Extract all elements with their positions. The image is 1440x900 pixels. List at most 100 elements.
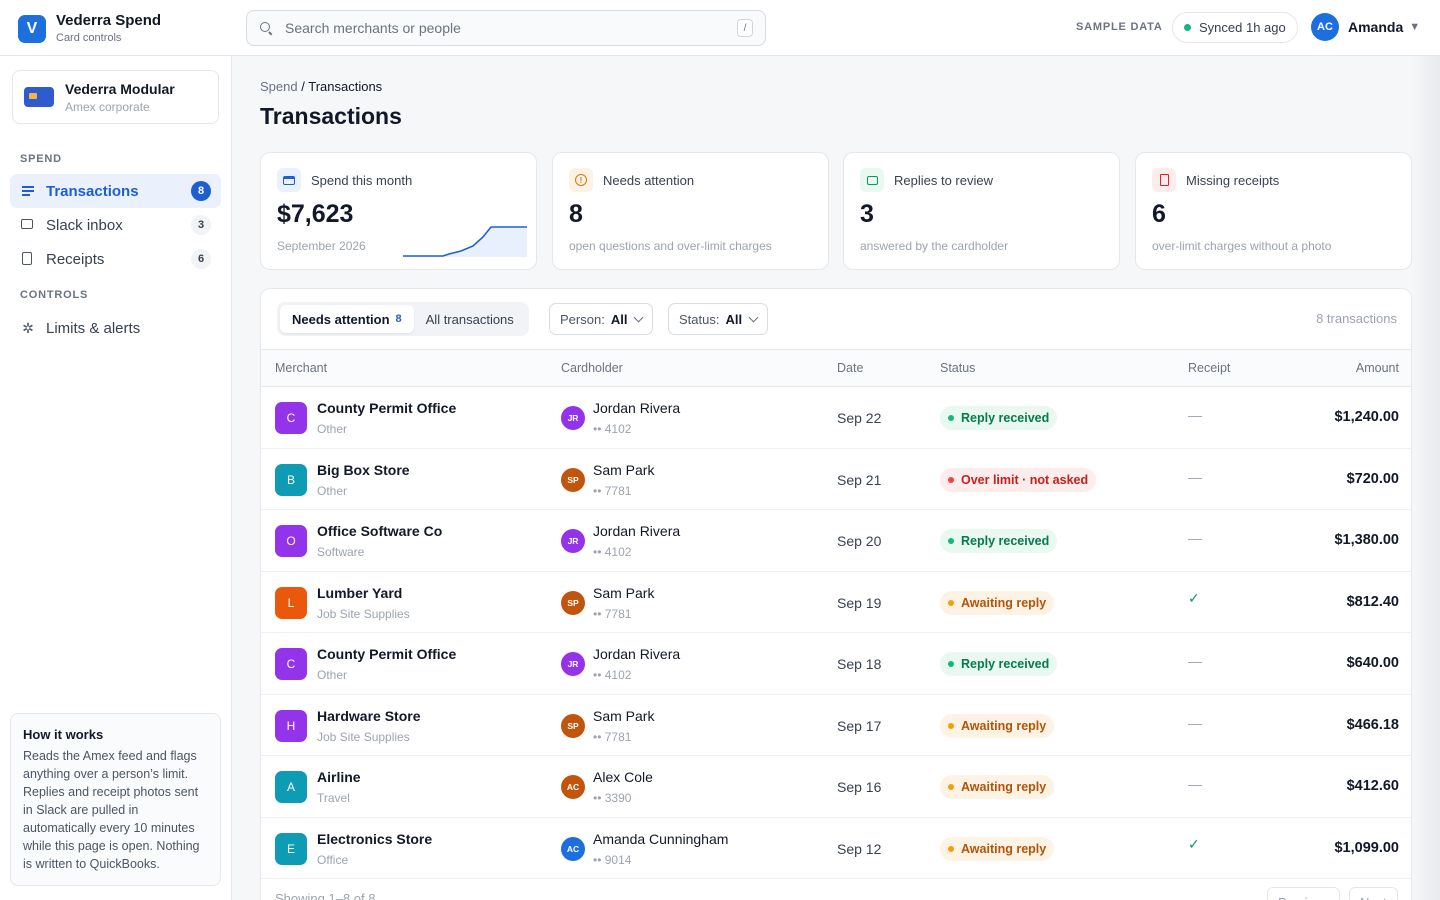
user-menu[interactable]: AC Amanda ▼ xyxy=(1311,13,1420,41)
cardholder-name: Jordan Rivera xyxy=(593,400,681,416)
transactions-panel: Needs attention 8 All transactions Perso… xyxy=(260,288,1412,900)
section-label-controls: CONTROLS xyxy=(20,289,89,301)
how-it-works-title: How it works xyxy=(23,727,104,742)
kpi-card-missing-receipts[interactable]: Missing receipts 6 over-limit charges wi… xyxy=(1135,152,1412,270)
kpi-card-spend: Spend this month $7,623 September 2026 xyxy=(260,152,537,270)
table-header: Merchant Cardholder Date Status Receipt … xyxy=(261,349,1411,387)
status-badge: Over limit · not asked xyxy=(940,467,1097,492)
column-amount[interactable]: Amount xyxy=(1355,361,1399,375)
person-filter[interactable]: Person: All xyxy=(549,303,654,335)
card-icon xyxy=(277,168,301,192)
avatar: AC xyxy=(561,836,585,861)
previous-page-button[interactable]: Previous xyxy=(1267,887,1340,900)
how-it-works-body: Reads the Amex feed and flags anything o… xyxy=(23,749,200,871)
card-type: Amex corporate xyxy=(65,99,150,114)
user-avatar: AC xyxy=(1311,13,1339,41)
status-filter[interactable]: Status: All xyxy=(668,303,769,335)
sidebar-item-count: 3 xyxy=(191,215,211,235)
next-page-button[interactable]: Next xyxy=(1349,887,1398,900)
merchant-icon: O xyxy=(275,525,307,557)
merchant-icon: C xyxy=(275,648,307,680)
table-row[interactable]: O Office Software Co Software JR Jordan Rive… xyxy=(261,510,1411,572)
table-row[interactable]: C County Permit Office Other JR Jordan River… xyxy=(261,387,1411,449)
tab-label: Needs attention xyxy=(292,311,390,327)
sidebar-item-receipts[interactable]: Receipts 6 xyxy=(10,242,221,276)
search-input[interactable]: Search merchants or people / xyxy=(246,10,766,46)
table-row[interactable]: B Big Box Store Other SP Sam Park •• 7781 Sep … xyxy=(261,449,1411,510)
sample-data-label: SAMPLE DATA xyxy=(1076,21,1163,33)
receipt-check-icon[interactable]: ✓ xyxy=(1188,835,1200,852)
transaction-amount: $1,380.00 xyxy=(1334,532,1399,548)
scroll-shadow xyxy=(1412,56,1440,900)
card-selector[interactable]: Vederra Modular Amex corporate xyxy=(12,70,219,124)
merchant-category: Software xyxy=(317,545,365,559)
brand[interactable]: V Vederra Spend Card controls xyxy=(18,13,161,45)
kpi-card-needs-attention[interactable]: ! Needs attention 8 open questions and o… xyxy=(552,152,829,270)
status-text: Reply received xyxy=(961,411,1050,425)
cardholder-name: Jordan Rivera xyxy=(593,523,681,539)
cardholder-name: Sam Park xyxy=(593,584,655,601)
merchant-icon: E xyxy=(275,832,307,865)
column-receipt[interactable]: Receipt xyxy=(1188,361,1231,375)
transaction-amount: $640.00 xyxy=(1346,655,1399,671)
cardholder-name: Alex Cole xyxy=(593,769,653,785)
avatar: JR xyxy=(561,529,585,553)
column-merchant[interactable]: Merchant xyxy=(275,361,328,375)
table-row[interactable]: E Electronics Store Office AC Amanda Cunning… xyxy=(261,818,1411,879)
filter-label: Person: xyxy=(560,311,605,327)
view-tabs: Needs attention 8 All transactions xyxy=(277,302,529,336)
pagination-summary: Showing 1–8 of 8 xyxy=(275,891,376,900)
chevron-down-icon: ▼ xyxy=(1409,21,1421,33)
transaction-date: Sep 17 xyxy=(837,717,882,734)
sync-status: Synced 1h ago xyxy=(1172,12,1298,43)
status-badge: Reply received xyxy=(940,406,1058,430)
receipt-check-icon[interactable]: ✓ xyxy=(1188,589,1200,606)
sidebar-item-label: Slack inbox xyxy=(46,216,123,234)
receipt-missing: — xyxy=(1188,407,1202,423)
filter-label: Status: xyxy=(679,311,720,327)
tab-needs-attention[interactable]: Needs attention 8 xyxy=(280,305,414,333)
receipt-icon xyxy=(21,252,35,266)
table-row[interactable]: L Lumber Yard Job Site Supplies SP Sam Park •… xyxy=(261,572,1411,633)
status-badge: Awaiting reply xyxy=(940,836,1055,861)
kpi-card-replies[interactable]: Replies to review 3 answered by the card… xyxy=(843,152,1120,270)
avatar: SP xyxy=(561,590,585,615)
section-label-spend: SPEND xyxy=(20,153,62,165)
merchant-name: Electronics Store xyxy=(317,830,433,847)
status-dot-icon xyxy=(948,538,954,544)
merchant-name: Lumber Yard xyxy=(317,584,403,601)
spend-sparkline xyxy=(403,226,527,257)
chat-icon xyxy=(21,218,35,232)
brand-subtitle: Card controls xyxy=(56,32,122,44)
merchant-name: Office Software Co xyxy=(317,523,443,539)
table-row[interactable]: A Airline Travel AC Alex Cole •• 3390 Sep 16 Aw… xyxy=(261,756,1411,818)
table-footer: Showing 1–8 of 8 Previous Next xyxy=(261,879,1411,900)
sidebar-item-limits-alerts[interactable]: ✲ Limits & alerts xyxy=(10,311,221,345)
sidebar-item-slack-inbox[interactable]: Slack inbox 3 xyxy=(10,208,221,242)
sidebar-item-count: 8 xyxy=(191,181,211,201)
sync-status-text: Synced 1h ago xyxy=(1199,20,1286,35)
merchant-name: Hardware Store xyxy=(317,707,421,724)
merchant-category: Other xyxy=(317,422,348,436)
status-badge: Reply received xyxy=(940,652,1058,676)
card-last-four: •• 7781 xyxy=(593,606,632,621)
table-row[interactable]: H Hardware Store Job Site Supplies SP Sam Pa… xyxy=(261,695,1411,756)
breadcrumb-parent[interactable]: Spend xyxy=(260,79,298,94)
merchant-category: Travel xyxy=(317,791,350,805)
kpi-subtitle: September 2026 xyxy=(277,239,366,253)
search-placeholder: Search merchants or people xyxy=(285,20,461,36)
kpi-label: Needs attention xyxy=(603,172,695,188)
settings-sun-icon: ✲ xyxy=(22,320,34,336)
status-badge: Awaiting reply xyxy=(940,590,1055,615)
column-cardholder[interactable]: Cardholder xyxy=(561,361,623,375)
sidebar-item-transactions[interactable]: Transactions 8 xyxy=(10,174,221,208)
column-status[interactable]: Status xyxy=(940,361,976,375)
receipt-missing: — xyxy=(1188,776,1202,792)
tab-all-transactions[interactable]: All transactions xyxy=(414,305,526,333)
merchant-name: Big Box Store xyxy=(317,461,410,478)
avatar: JR xyxy=(561,406,585,430)
sync-dot-icon xyxy=(1184,24,1191,31)
table-row[interactable]: C County Permit Office Other JR Jordan River… xyxy=(261,633,1411,695)
column-date[interactable]: Date xyxy=(837,361,864,375)
card-last-four: •• 4102 xyxy=(593,545,632,559)
